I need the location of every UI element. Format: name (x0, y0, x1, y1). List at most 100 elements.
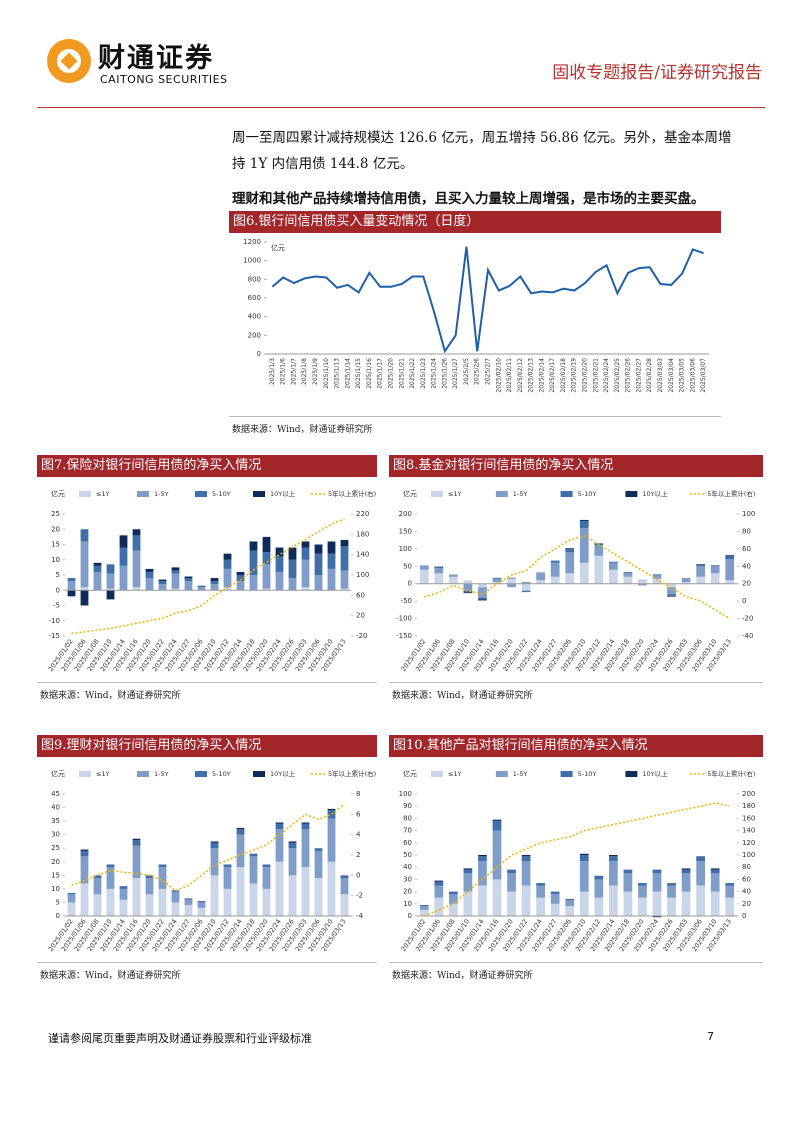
line-series (271, 246, 704, 354)
bar (594, 897, 604, 916)
y-tick-label: 45 (51, 790, 60, 798)
bar (184, 905, 193, 916)
bar (579, 527, 589, 563)
line-series (424, 534, 731, 620)
bar (623, 576, 633, 584)
bar (119, 888, 128, 900)
x-tick-label: 2025/02/25 (614, 358, 621, 393)
bar (681, 581, 691, 584)
y-tick-label: 0 (408, 912, 412, 920)
bar (638, 883, 647, 886)
y-tick-label: 30 (403, 875, 412, 883)
bar (434, 566, 444, 569)
legend-swatch (495, 771, 508, 777)
y-tick-label: 20 (51, 525, 60, 533)
bar (184, 578, 193, 582)
x-tick-label: 2025/1/20 (387, 358, 394, 389)
bar (236, 575, 245, 582)
y2-tick-label: 180 (356, 530, 369, 538)
bar (565, 552, 575, 574)
legend-label: 10Y以上 (642, 769, 668, 778)
x-tick-label: 2025/2/7 (485, 358, 492, 385)
y2-tick-label: 160 (742, 814, 755, 822)
bar (236, 571, 245, 575)
bar (609, 561, 618, 563)
bar (288, 848, 297, 876)
bar (262, 867, 271, 889)
bar (579, 853, 589, 855)
bar (594, 545, 604, 556)
x-tick-label: 2025/03/07 (700, 358, 707, 393)
bar (80, 856, 89, 884)
bar (434, 881, 444, 886)
bar (80, 849, 89, 851)
legend-label: 5-10Y (578, 770, 597, 778)
x-tick-label: 2025/1/16 (366, 358, 373, 389)
logo-icon (47, 39, 91, 83)
bar (492, 820, 502, 831)
bar (145, 875, 154, 879)
bar (236, 829, 245, 835)
bar (223, 864, 232, 868)
bar (301, 829, 310, 868)
bar (327, 861, 336, 916)
bar (288, 578, 297, 591)
x-tick-label: 2025/02/20 (582, 358, 589, 393)
x-tick-label: 2025/03/03 (657, 358, 664, 393)
bar (652, 869, 662, 874)
chart-source: 数据来源：Wind，财通证券研究所 (40, 971, 181, 981)
bar (93, 878, 102, 895)
bar (132, 840, 141, 846)
chart: 亿元 ≤1Y 1-5Y 5-10Y 10Y以上 5年以上累计(右)051015202530… (47, 769, 376, 953)
bar (132, 529, 141, 536)
chart-source: 数据来源：Wind，财通证券研究所 (232, 425, 373, 435)
y-tick-label: 0 (56, 912, 60, 920)
bar (275, 829, 284, 862)
x-tick-label: 2025/02/26 (625, 358, 632, 393)
y2-tick-label: 2 (356, 851, 360, 859)
bar (106, 590, 115, 600)
y-tick-label: 10 (51, 885, 60, 893)
separator (389, 962, 763, 963)
legend-swatch (195, 491, 207, 497)
bar (327, 568, 336, 591)
y2-tick-label: -40 (742, 632, 753, 640)
bar (652, 916, 662, 918)
bar (579, 519, 589, 521)
bar (565, 548, 575, 553)
bar (262, 552, 271, 565)
bar (145, 578, 154, 591)
bar (550, 561, 560, 563)
bar (725, 897, 735, 916)
bar (434, 880, 444, 882)
bar (93, 562, 102, 566)
legend-label: 10Y以上 (642, 489, 668, 498)
bar (327, 810, 336, 819)
bar (340, 570, 349, 589)
bar (478, 597, 487, 600)
chart-title: 图8.基金对银行间信用债的净买入情况 (389, 455, 763, 477)
legend-swatch (431, 491, 443, 497)
bar (696, 564, 705, 567)
bar (288, 842, 297, 849)
y-tick-label: 30 (51, 831, 60, 839)
bar (106, 888, 115, 916)
bar (236, 834, 245, 868)
x-tick-label: 2025/1/10 (323, 358, 330, 389)
legend-label: 10Y以上 (270, 769, 296, 778)
bar (275, 861, 284, 916)
bar (171, 902, 180, 916)
bar (652, 575, 662, 579)
x-tick-label: 2025/03/05 (679, 358, 686, 393)
bar (463, 580, 473, 584)
legend-label: ≤1Y (96, 770, 110, 778)
y2-tick-label: 220 (356, 510, 369, 518)
y-tick-label: 25 (51, 510, 60, 518)
bar (579, 855, 589, 862)
y-tick-label: 70 (403, 827, 412, 835)
y2-tick-label: 80 (742, 863, 751, 871)
bar (725, 883, 735, 886)
bar (492, 819, 502, 821)
bar (158, 579, 167, 582)
y2-tick-label: 0 (742, 597, 746, 605)
